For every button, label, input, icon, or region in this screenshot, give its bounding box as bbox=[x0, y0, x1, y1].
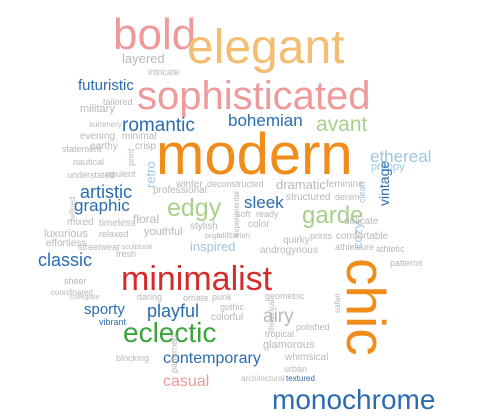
word-delicate: delicate bbox=[344, 216, 379, 227]
word-statement: statement bbox=[62, 144, 102, 154]
word-opulent: opulent bbox=[106, 169, 136, 179]
word-futuristic: futuristic bbox=[78, 77, 134, 94]
word-bright: bright bbox=[205, 233, 223, 240]
word-geometric: geometric bbox=[265, 291, 305, 301]
word-contemporary: contemporary bbox=[163, 350, 261, 367]
word-bohemian: bohemian bbox=[228, 111, 303, 130]
word-modern: modern bbox=[156, 122, 353, 187]
word-layered: layered bbox=[122, 51, 165, 66]
word-eclectic: eclectic bbox=[123, 317, 217, 348]
word-relaxed: relaxed bbox=[99, 229, 129, 239]
word-collegiate: collegiate bbox=[70, 294, 100, 301]
word-tropical: tropical bbox=[265, 329, 295, 339]
word-textured: textured bbox=[286, 374, 315, 383]
word-inspired: inspired bbox=[190, 239, 236, 254]
word-athleisure: athleisure bbox=[335, 242, 375, 252]
word-comfortable: comfortable bbox=[336, 231, 389, 242]
word-urban: urban bbox=[284, 364, 308, 374]
word-preppy: preppy bbox=[371, 161, 405, 173]
word-punk: punk bbox=[212, 292, 232, 302]
word-quirky: quirky bbox=[283, 235, 310, 246]
word-understated: understated bbox=[67, 170, 115, 180]
word-utilitarian: utilitarian bbox=[218, 231, 251, 240]
word-sporty: sporty bbox=[84, 301, 125, 318]
word-timeless: timeless bbox=[99, 218, 136, 229]
word-safari: safari bbox=[333, 293, 342, 313]
word-sleek: sleek bbox=[244, 193, 284, 212]
word-vibrant: vibrant bbox=[99, 317, 127, 327]
word-elegant: elegant bbox=[187, 21, 345, 74]
word-whimsical: whimsical bbox=[285, 352, 329, 363]
word-avant: avant bbox=[316, 113, 368, 136]
word-glamorous: glamorous bbox=[263, 339, 315, 351]
word-evening: evening bbox=[80, 131, 116, 142]
word-experimental: experimental bbox=[232, 191, 241, 237]
word-gothic: gothic bbox=[220, 302, 245, 312]
word-monochrome: monochrome bbox=[272, 384, 436, 415]
word-color: color bbox=[248, 219, 270, 230]
word-daring: daring bbox=[137, 292, 163, 302]
word-streetwear: streetwear bbox=[78, 242, 121, 252]
word-deconstructed: deconstructed bbox=[207, 179, 264, 189]
word-casual: casual bbox=[163, 373, 210, 390]
word-youthful: youthful bbox=[144, 226, 183, 238]
word-patterns: patterns bbox=[390, 258, 423, 268]
word-nautical: nautical bbox=[73, 157, 105, 167]
word-sheer: sheer bbox=[64, 276, 87, 286]
word-retro: retro bbox=[143, 161, 158, 188]
word-sculptural: sculptural bbox=[122, 244, 152, 251]
word-clean: clean bbox=[357, 181, 367, 203]
word-denim: denim bbox=[335, 192, 360, 202]
word-artistic: artistic bbox=[80, 182, 133, 202]
word-blocking: blocking bbox=[116, 353, 150, 363]
word-theatrical: theatrical bbox=[267, 299, 276, 332]
word-structured: structured bbox=[286, 192, 331, 203]
word-intricate: intricate bbox=[148, 67, 180, 77]
word-classic: classic bbox=[38, 250, 93, 270]
word-ready: ready bbox=[256, 209, 279, 219]
word-soft: soft bbox=[236, 209, 251, 219]
word-playful: playful bbox=[147, 301, 200, 321]
word-print: print bbox=[126, 148, 136, 166]
word-feminine: feminine bbox=[326, 179, 364, 190]
word-graphic: graphic bbox=[74, 196, 130, 215]
word-summery: summery bbox=[89, 120, 122, 129]
word-bold: bold bbox=[113, 10, 197, 59]
word-ethereal: ethereal bbox=[370, 147, 432, 166]
word-athletic: athletic bbox=[376, 244, 405, 254]
word-edgy: edgy bbox=[167, 194, 222, 222]
word-military: military bbox=[80, 103, 115, 115]
word-androgynous: androgynous bbox=[260, 245, 318, 256]
word-effortless: effortless bbox=[46, 238, 87, 249]
word-vintage: vintage bbox=[376, 160, 392, 206]
word-chic: chic bbox=[335, 258, 397, 356]
word-mixed: mixed bbox=[67, 217, 94, 228]
word-patterned: patterned bbox=[169, 334, 179, 373]
word-minimalist: minimalist bbox=[121, 260, 273, 298]
word-dramatic: dramatic bbox=[276, 177, 326, 192]
word-professional: professional bbox=[153, 185, 207, 196]
word-floral: floral bbox=[133, 212, 160, 226]
word-earthy: earthy bbox=[90, 141, 118, 152]
word-crisp: crisp bbox=[135, 141, 157, 152]
word-stylish: stylish bbox=[190, 221, 218, 232]
word-luxurious: luxurious bbox=[44, 228, 89, 240]
word-garde: garde bbox=[302, 202, 364, 229]
word-sophisticated: sophisticated bbox=[137, 74, 371, 118]
word-colorful: colorful bbox=[211, 312, 244, 323]
word-polished: polished bbox=[296, 322, 330, 332]
word-prints: prints bbox=[310, 231, 333, 241]
word-fresh: fresh bbox=[116, 249, 137, 259]
word-architectural: architectural bbox=[241, 374, 285, 383]
word-minimal: minimal bbox=[122, 131, 157, 142]
word-tailored: tailored bbox=[103, 97, 133, 107]
word-romantic: romantic bbox=[122, 115, 195, 136]
word-winter: winter bbox=[176, 179, 203, 190]
word-airy: airy bbox=[263, 306, 294, 327]
word-ornate: ornate bbox=[183, 293, 209, 303]
word-coordinated: coordinated bbox=[51, 288, 93, 297]
